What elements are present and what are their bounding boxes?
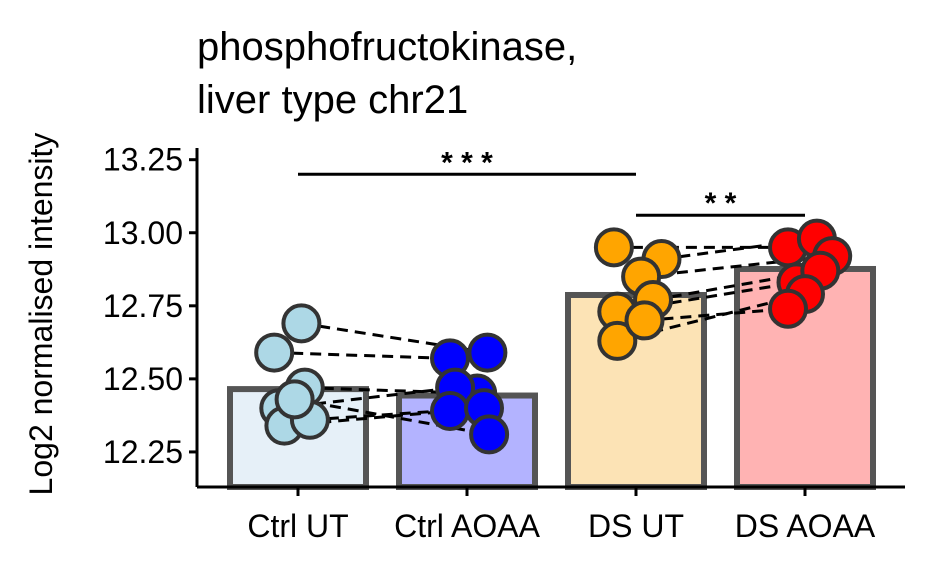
- data-point: [469, 335, 505, 371]
- chart-title-line-2: liver type chr21: [197, 78, 468, 122]
- significance-label: * *: [705, 187, 737, 220]
- data-point: [471, 416, 507, 452]
- data-point: [256, 335, 292, 371]
- y-tick-label: 12.75: [103, 288, 183, 324]
- data-point: [432, 393, 468, 429]
- data-point: [283, 305, 319, 341]
- y-tick-label: 12.25: [103, 434, 183, 470]
- y-axis-title: Log2 normalised intensity: [23, 133, 59, 496]
- significance-label: * * *: [441, 146, 493, 179]
- data-point: [596, 229, 632, 265]
- pair-line: [274, 353, 450, 359]
- x-tick-label: Ctrl UT: [247, 508, 348, 544]
- y-tick-label: 13.00: [103, 215, 183, 251]
- chart-title-line-1: phosphofructokinase,: [197, 25, 577, 69]
- x-tick-label: DS UT: [588, 508, 684, 544]
- plot-area: 12.25 12.50 12.75 13.00 13.25 Ctrl UT Ctrl AOA…: [103, 142, 905, 544]
- x-tick-label: Ctrl AOAA: [394, 508, 540, 544]
- chart-title: phosphofructokinase, liver type chr21: [197, 25, 577, 122]
- y-tick-label: 13.25: [103, 142, 183, 178]
- data-point: [627, 302, 663, 338]
- y-tick-label: 12.50: [103, 361, 183, 397]
- x-tick-label: DS AOAA: [735, 508, 876, 544]
- data-point: [277, 381, 313, 417]
- data-point: [770, 291, 806, 327]
